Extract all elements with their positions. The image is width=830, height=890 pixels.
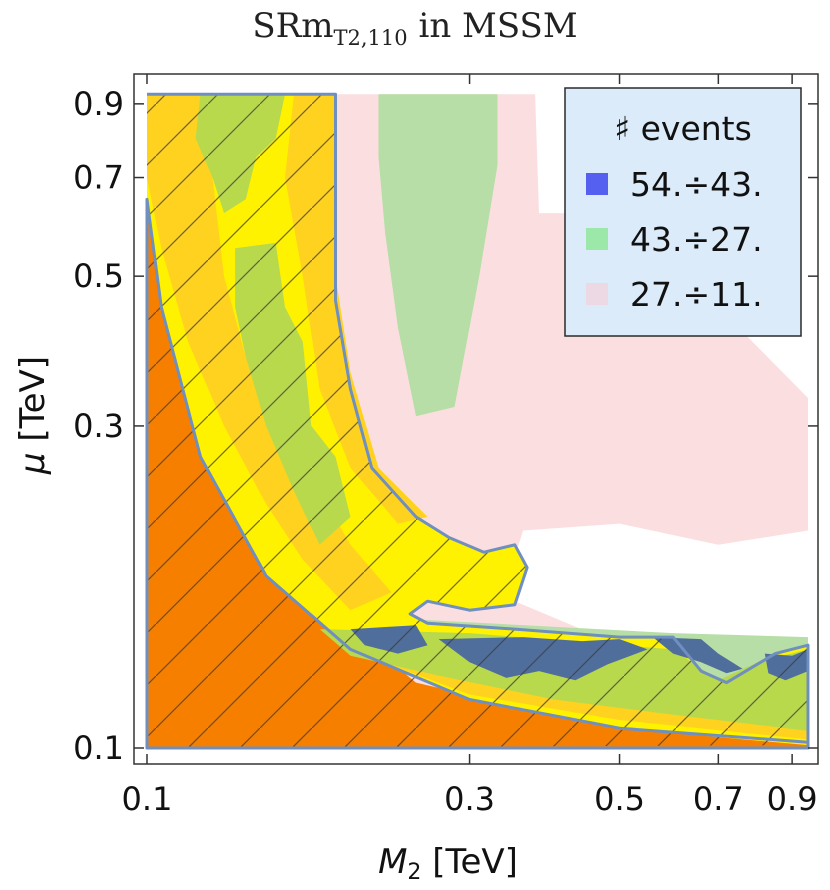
y-tick-label-3: 0.7 [73,159,124,197]
x-axis-title: M2 [TeV] [378,842,518,885]
legend-label-54-43: 54.÷43. [630,165,763,204]
plot-frame [133,73,819,765]
x-tick-label-4: 0.9 [767,780,818,818]
contour-regions [147,94,808,749]
y-tick-label-4: 0.9 [73,85,124,123]
legend-label-27-11: 27.÷11. [630,275,763,314]
x-axis-symbol: M [378,842,407,882]
legend-swatch-27-11 [586,283,608,305]
title-subscript: T2,110 [333,25,408,50]
legend-swatch-54-43 [586,173,608,195]
legend-label-43-27: 43.÷27. [630,220,763,259]
legend-swatch-43-27 [586,228,608,250]
y-tick-label-2: 0.5 [73,257,124,295]
x-tick-label-0: 0.1 [122,780,173,818]
axis-ticks: 0.1 0.3 0.5 0.7 0.9 0.1 0.3 0.5 0.7 0.9 [73,74,818,818]
y-axis-title: μ [TeV] [13,356,53,475]
title-main: SRm [252,6,334,46]
chart-title: SRmT2,110 in MSSM [0,6,830,50]
hatched-overlay [147,94,808,748]
x-tick-label-3: 0.7 [693,780,744,818]
y-tick-label-0: 0.1 [73,729,124,767]
title-rest: in MSSM [407,6,578,46]
x-axis-unit: [TeV] [421,842,518,882]
y-tick-label-1: 0.3 [73,407,124,445]
contour-boundaries [145,92,810,750]
legend-title: ♯ events [614,109,752,148]
y-axis-unit: [TeV] [13,356,53,453]
x-tick-label-1: 0.3 [444,780,495,818]
legend: ♯ events 54.÷43. 43.÷27. 27.÷11. [564,87,802,337]
x-axis-subscript: 2 [407,860,421,885]
band-boundary [147,92,810,746]
y-axis-symbol: μ [13,452,53,475]
x-tick-label-2: 0.5 [594,780,645,818]
green-region-upper [378,94,498,417]
